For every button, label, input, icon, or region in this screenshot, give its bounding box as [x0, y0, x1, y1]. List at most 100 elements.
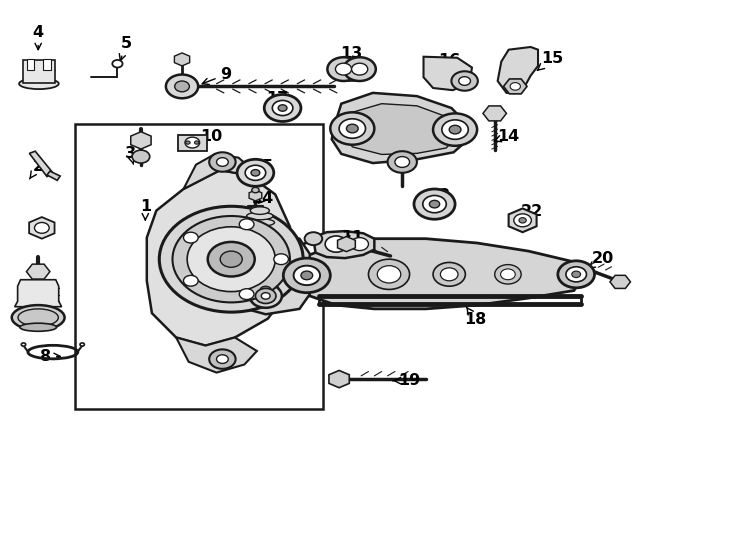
- Polygon shape: [338, 237, 355, 252]
- Polygon shape: [498, 47, 538, 93]
- Polygon shape: [29, 151, 53, 177]
- Circle shape: [132, 150, 150, 163]
- Circle shape: [195, 141, 199, 144]
- Polygon shape: [610, 275, 631, 288]
- Circle shape: [34, 222, 49, 233]
- Circle shape: [187, 227, 275, 292]
- Circle shape: [272, 100, 293, 116]
- Text: 10: 10: [194, 129, 222, 144]
- Ellipse shape: [20, 323, 57, 331]
- Circle shape: [344, 57, 376, 81]
- Text: 18: 18: [465, 307, 487, 327]
- Circle shape: [346, 124, 358, 133]
- Ellipse shape: [18, 309, 58, 326]
- Circle shape: [514, 214, 531, 227]
- Circle shape: [255, 288, 276, 303]
- Text: 15: 15: [537, 51, 563, 71]
- Circle shape: [501, 269, 515, 280]
- Text: 12: 12: [428, 188, 450, 203]
- Circle shape: [172, 216, 290, 302]
- Circle shape: [283, 258, 330, 293]
- Circle shape: [423, 195, 446, 213]
- Circle shape: [264, 94, 301, 122]
- Circle shape: [252, 249, 279, 269]
- Text: 13: 13: [340, 46, 362, 65]
- Text: 8: 8: [40, 349, 60, 364]
- Circle shape: [21, 343, 26, 346]
- Polygon shape: [345, 104, 457, 154]
- Circle shape: [184, 232, 198, 243]
- Polygon shape: [26, 264, 50, 279]
- Polygon shape: [504, 79, 527, 94]
- Circle shape: [414, 189, 455, 219]
- Text: 11: 11: [341, 230, 363, 245]
- Ellipse shape: [250, 207, 269, 214]
- Circle shape: [239, 219, 254, 230]
- Ellipse shape: [252, 233, 267, 240]
- Circle shape: [495, 265, 521, 284]
- Circle shape: [339, 119, 366, 138]
- Circle shape: [294, 266, 320, 285]
- Circle shape: [330, 112, 374, 145]
- Bar: [178, 135, 207, 151]
- Circle shape: [237, 159, 274, 186]
- Circle shape: [325, 236, 347, 252]
- Text: 3: 3: [125, 146, 137, 164]
- Circle shape: [352, 63, 368, 75]
- Circle shape: [368, 259, 410, 289]
- Text: 22: 22: [521, 204, 543, 219]
- Ellipse shape: [248, 225, 272, 233]
- Circle shape: [217, 158, 228, 166]
- Circle shape: [166, 75, 198, 98]
- Circle shape: [260, 286, 272, 295]
- Polygon shape: [314, 231, 374, 258]
- Circle shape: [209, 349, 236, 369]
- Circle shape: [220, 251, 242, 267]
- Polygon shape: [332, 93, 468, 163]
- Text: 21: 21: [261, 280, 283, 295]
- Circle shape: [175, 81, 189, 92]
- Text: 9: 9: [202, 67, 232, 84]
- Polygon shape: [249, 190, 262, 201]
- Text: 17: 17: [266, 91, 288, 106]
- Ellipse shape: [247, 212, 273, 220]
- Polygon shape: [147, 170, 294, 346]
- Circle shape: [80, 343, 84, 346]
- Circle shape: [566, 267, 586, 282]
- Polygon shape: [233, 233, 310, 314]
- Polygon shape: [175, 53, 189, 66]
- Text: 25: 25: [252, 159, 274, 174]
- Circle shape: [459, 77, 470, 85]
- Text: 24: 24: [252, 191, 274, 206]
- Circle shape: [184, 275, 198, 286]
- Polygon shape: [483, 106, 506, 121]
- Circle shape: [301, 271, 313, 280]
- Polygon shape: [424, 57, 472, 90]
- Circle shape: [250, 284, 282, 308]
- Circle shape: [440, 268, 458, 281]
- Ellipse shape: [19, 78, 59, 89]
- Circle shape: [519, 218, 526, 223]
- Text: 7: 7: [32, 220, 44, 235]
- Circle shape: [239, 289, 254, 300]
- Circle shape: [327, 57, 360, 81]
- Circle shape: [442, 120, 468, 139]
- Polygon shape: [176, 338, 257, 373]
- Circle shape: [185, 137, 200, 148]
- Circle shape: [351, 238, 368, 251]
- Polygon shape: [47, 171, 60, 180]
- Text: 1: 1: [139, 199, 151, 220]
- Circle shape: [335, 63, 352, 75]
- Circle shape: [159, 206, 303, 312]
- Text: 23: 23: [259, 222, 281, 237]
- Circle shape: [395, 157, 410, 167]
- Circle shape: [429, 200, 440, 208]
- Polygon shape: [305, 239, 580, 309]
- Circle shape: [208, 242, 255, 276]
- Circle shape: [433, 262, 465, 286]
- Circle shape: [261, 293, 270, 299]
- Bar: [23, 60, 55, 83]
- Circle shape: [510, 83, 520, 90]
- Circle shape: [217, 355, 228, 363]
- Text: 2: 2: [29, 159, 44, 179]
